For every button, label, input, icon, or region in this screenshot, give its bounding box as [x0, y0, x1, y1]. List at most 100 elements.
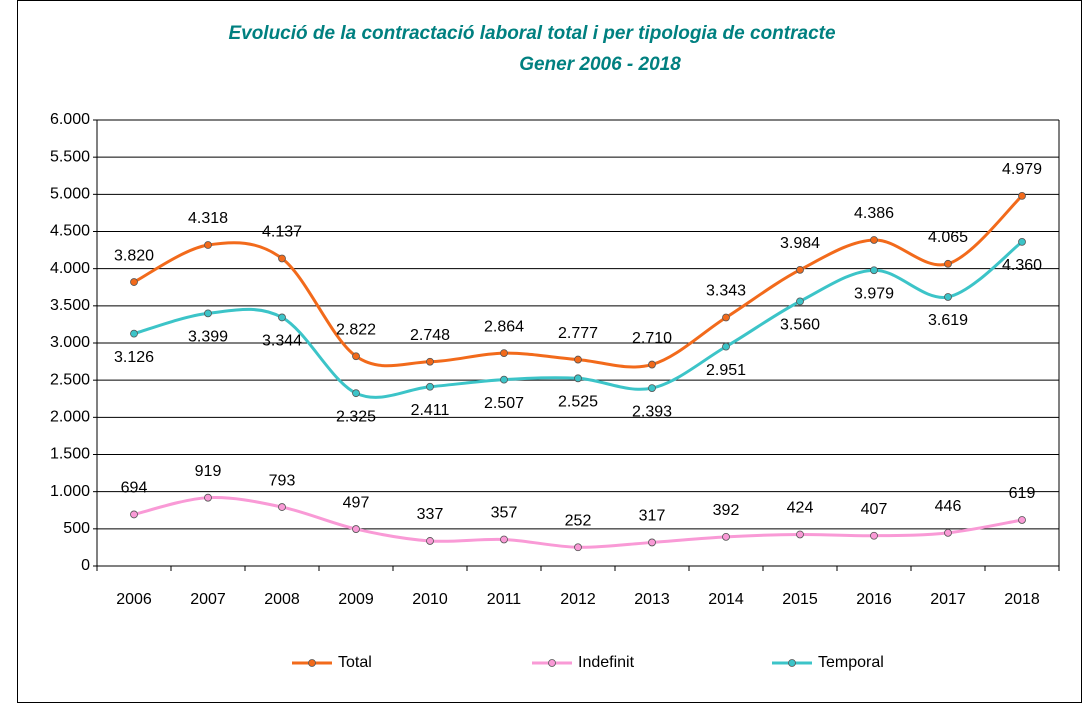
data-label: 446	[935, 498, 962, 515]
y-tick-label: 5.000	[50, 186, 90, 203]
y-tick-label: 4.500	[50, 223, 90, 240]
data-label: 497	[343, 494, 370, 511]
data-label: 2.525	[558, 394, 598, 411]
point	[722, 313, 730, 322]
point	[426, 382, 434, 391]
y-tick-label: 1.500	[50, 446, 90, 463]
x-tick-label: 2018	[1004, 591, 1040, 608]
point	[944, 259, 952, 268]
x-tick-label: 2006	[116, 591, 152, 608]
point	[204, 241, 212, 249]
y-tick-label: 1.000	[50, 483, 90, 500]
x-tick-label: 2013	[634, 591, 670, 608]
data-label: 3.820	[114, 247, 154, 264]
legend-label: Total	[338, 654, 372, 671]
data-label: 4.979	[1002, 161, 1042, 178]
data-label: 2.864	[484, 318, 524, 335]
data-label: 424	[787, 500, 814, 517]
point	[648, 384, 656, 393]
x-tick-label: 2009	[338, 591, 374, 608]
point	[426, 537, 434, 545]
data-label: 2.951	[706, 362, 746, 379]
y-tick-label: 0	[81, 557, 90, 574]
point	[130, 510, 138, 519]
x-tick-label: 2017	[930, 591, 966, 608]
data-label: 2.325	[336, 408, 376, 425]
point	[870, 266, 878, 275]
x-tick-label: 2011	[487, 591, 522, 608]
point	[648, 360, 656, 369]
point	[278, 254, 286, 263]
point	[500, 375, 508, 384]
data-label: 3.984	[780, 235, 820, 252]
point	[426, 357, 434, 366]
x-tick-label: 2012	[560, 591, 596, 608]
data-label: 4.318	[188, 210, 228, 227]
point	[1018, 191, 1026, 200]
y-tick-label: 2.500	[50, 371, 90, 388]
data-label: 3.560	[780, 317, 820, 334]
point	[796, 265, 804, 274]
data-label: 3.619	[928, 312, 968, 329]
y-tick-label: 2.000	[50, 409, 90, 426]
point	[1018, 516, 1026, 524]
data-label: 4.360	[1002, 257, 1042, 274]
point	[574, 374, 582, 383]
data-label: 793	[269, 472, 296, 489]
data-label: 337	[417, 506, 444, 523]
point	[278, 313, 286, 322]
chart-title: Evolució de la contractació laboral tota…	[228, 23, 836, 44]
point	[204, 493, 212, 502]
point	[870, 236, 878, 244]
data-label: 694	[121, 480, 148, 497]
data-label: 2.777	[558, 325, 598, 342]
data-label: 2.748	[410, 327, 450, 344]
chart-subtitle: Gener 2006 - 2018	[519, 54, 681, 75]
legend-marker	[788, 659, 796, 667]
point	[352, 525, 360, 533]
x-tick-label: 2014	[708, 591, 744, 608]
data-label: 3.979	[854, 285, 894, 302]
y-tick-label: 6.000	[50, 111, 90, 128]
point	[500, 535, 508, 544]
x-tick-label: 2010	[412, 591, 448, 608]
point	[648, 538, 656, 547]
data-label: 919	[195, 463, 222, 480]
point	[796, 297, 804, 306]
data-label: 2.411	[411, 402, 450, 419]
series-line	[133, 240, 1023, 399]
data-label: 3.344	[262, 333, 302, 350]
y-tick-label: 5.500	[50, 148, 90, 165]
point	[130, 278, 138, 286]
data-label: 2.710	[632, 330, 672, 347]
data-label: 3.399	[188, 329, 228, 346]
data-label: 2.822	[336, 321, 376, 338]
data-label: 2.507	[484, 395, 524, 412]
point	[204, 309, 212, 318]
point	[870, 531, 878, 540]
x-tick-label: 2007	[190, 591, 226, 608]
x-tick-label: 2008	[264, 591, 300, 608]
data-label: 392	[713, 502, 740, 519]
legend-label: Temporal	[818, 654, 884, 671]
y-tick-label: 4.000	[50, 260, 90, 277]
data-label: 317	[639, 508, 666, 525]
point	[796, 530, 804, 539]
y-tick-label: 500	[63, 520, 90, 537]
point	[944, 293, 952, 301]
frame	[17, 0, 1082, 703]
x-tick-label: 2015	[782, 591, 818, 608]
data-label: 4.065	[928, 229, 968, 246]
data-label: 4.137	[262, 224, 302, 241]
point	[1018, 238, 1026, 246]
x-tick-label: 2016	[856, 591, 892, 608]
point	[278, 503, 286, 511]
point	[574, 355, 582, 364]
data-label: 252	[565, 512, 592, 529]
point	[500, 349, 508, 358]
point	[352, 389, 360, 398]
point	[130, 329, 138, 338]
data-label: 407	[861, 501, 888, 518]
point	[944, 528, 952, 537]
y-tick-label: 3.000	[50, 334, 90, 351]
